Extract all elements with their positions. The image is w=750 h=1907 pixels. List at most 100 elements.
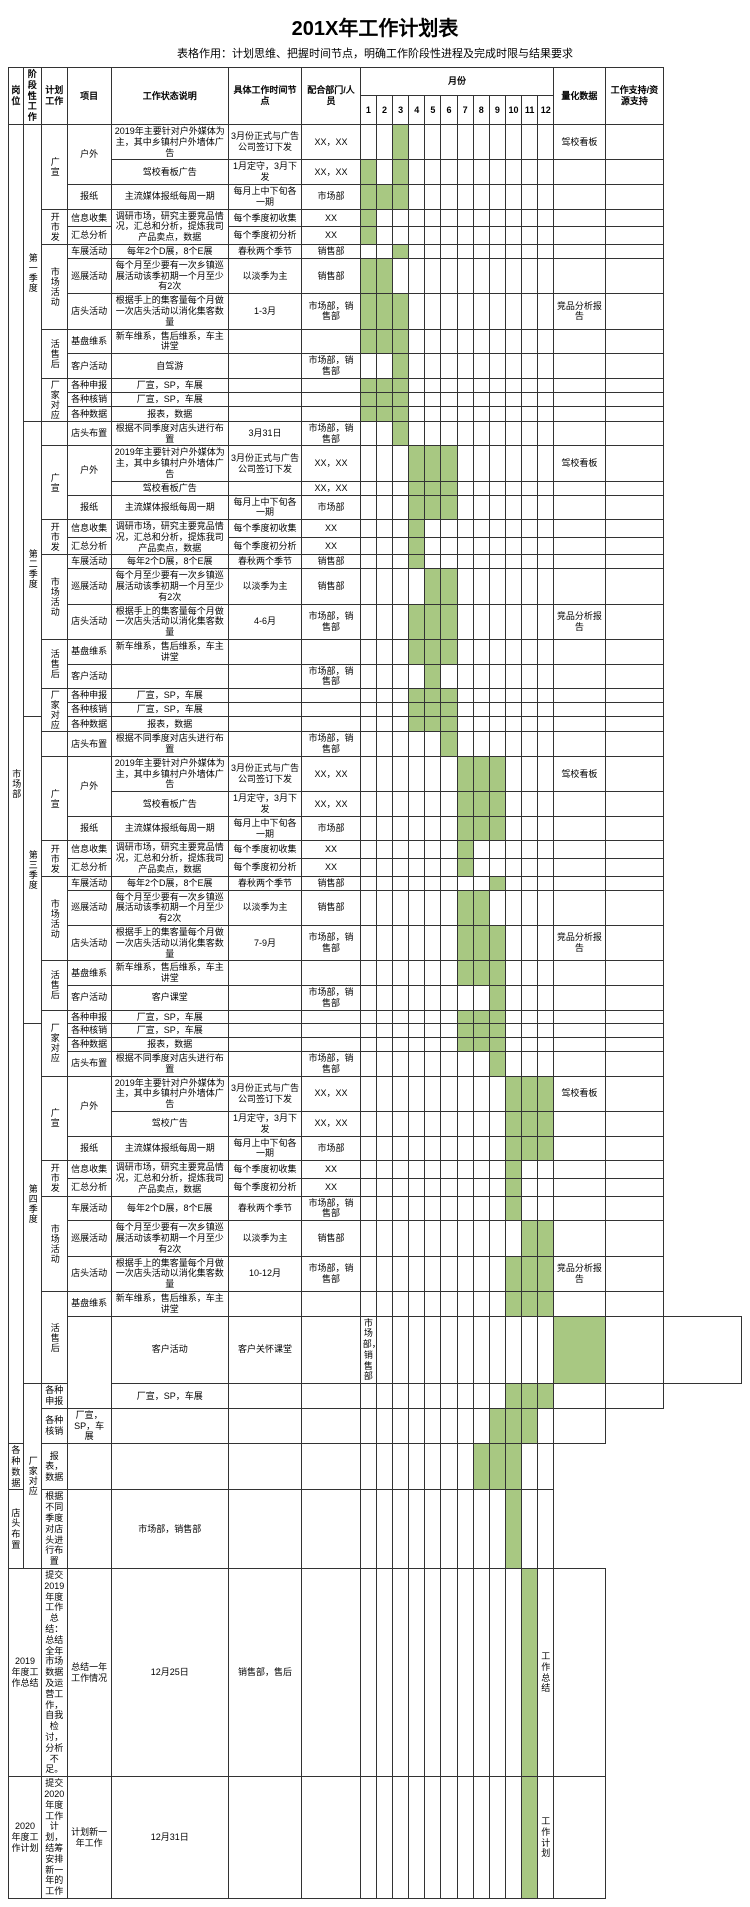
time-cell: 以淡季为主 <box>228 569 301 604</box>
plan-cell: 广宣 <box>41 1076 67 1161</box>
table-row: 客户活动 客户关怀课堂 市场部，销售部 <box>9 1316 742 1384</box>
proj-cell: 客户活动 <box>67 354 111 379</box>
table-row: 报纸 主流媒体报纸每周一期 每月上中下旬各一期 市场部 <box>9 495 742 520</box>
desc-cell: 报表，数据 <box>41 1444 67 1490</box>
proj-cell: 店头活动 <box>67 926 111 961</box>
plan-cell: 开市发 <box>41 841 67 876</box>
page-title: 201X年工作计划表 <box>8 12 742 41</box>
proj-cell: 店头布置 <box>67 1051 111 1076</box>
proj-cell: 各种核销 <box>67 1024 111 1038</box>
th-desc: 工作状态说明 <box>111 68 228 125</box>
th-m12: 12 <box>538 96 554 125</box>
quant-cell: 驾校看板 <box>554 446 605 481</box>
desc-cell: 根据手上的集客量每个月做一次店头活动以消化集客数量 <box>111 1256 228 1291</box>
th-m7: 7 <box>457 96 473 125</box>
proj-cell: 信息收集 <box>67 841 111 859</box>
time-cell: 7-9月 <box>228 926 301 961</box>
desc-cell: 每年2个D展，8个E展 <box>111 876 228 890</box>
proj-cell: 巡展活动 <box>67 258 111 293</box>
time-cell: 1月定守，3月下发 <box>228 1111 301 1136</box>
time-cell: 每月上中下旬各一期 <box>228 495 301 520</box>
time-cell: 以淡季为主 <box>228 258 301 293</box>
proj-cell: 车展活动 <box>67 1196 111 1221</box>
plan-cell: 广宣 <box>41 756 67 841</box>
proj-cell: 店头布置 <box>9 1490 24 1569</box>
desc-cell: 主流媒体报纸每周一期 <box>111 495 228 520</box>
quant-cell: 工作总结 <box>538 1569 554 1777</box>
table-row: 厂家对应 各种申报 厂宣，SP，车展 <box>9 1384 742 1409</box>
dept-cell: 市场部，销售部 <box>302 294 361 329</box>
table-row: 厂家对应 各种申报 厂宣，SP，车展 <box>9 1010 742 1024</box>
th-month: 月份 <box>360 68 554 96</box>
th-m11: 11 <box>522 96 538 125</box>
desc-cell: 新车维系，售后维系，车主讲堂 <box>111 1291 228 1316</box>
proj-cell: 各种核销 <box>67 703 111 717</box>
table-row: 报纸 主流媒体报纸每周一期 每月上中下旬各一期 市场部 <box>9 1136 742 1161</box>
proj-cell: 各种申报 <box>67 378 111 392</box>
table-row: 第三季度 各种数据 报表，数据 <box>9 716 742 731</box>
desc-cell: 每年2个D展，8个E展 <box>111 555 228 569</box>
desc-cell: 主流媒体报纸每周一期 <box>111 184 228 209</box>
plan-cell: 厂家对应 <box>41 378 67 421</box>
time-cell: 1月定守，3月下发 <box>228 160 301 185</box>
desc-cell: 提交2019年度工作总结：总结全年市场数据及运营工作，自我检讨，分析不足。 <box>41 1569 67 1777</box>
time-cell: 1月定守，3月下发 <box>228 792 301 817</box>
table-row: 厂家对应 各种申报 厂宣，SP，车展 <box>9 689 742 703</box>
table-row: 报纸 主流媒体报纸每周一期 每月上中下旬各一期 市场部 <box>9 184 742 209</box>
proj-cell: 巡展活动 <box>67 1221 111 1256</box>
time-cell: 12月31日 <box>111 1777 228 1899</box>
dept-cell: XX，XX <box>302 792 361 817</box>
proj-cell: 各种数据 <box>67 407 111 421</box>
desc-cell: 2019年主要针对户外媒体为主，其中乡镇村户外墙体广告 <box>111 1076 228 1111</box>
proj-cell: 店头活动 <box>67 604 111 639</box>
proj-cell: 汇总分析 <box>67 227 111 245</box>
time-cell: 1-3月 <box>228 294 301 329</box>
desc-cell: 根据不同季度对店头进行布置 <box>111 421 228 446</box>
th-dept: 配合部门/人员 <box>302 68 361 125</box>
time-cell: 3月31日 <box>228 421 301 446</box>
dept-cell: 市场部，销售部 <box>111 1490 228 1569</box>
dept-cell: XX <box>302 1161 361 1179</box>
time-cell: 3月份正式与广告公司签订下发 <box>228 124 301 159</box>
dept-cell: 市场部，销售部 <box>302 421 361 446</box>
dept-cell: 市场部 <box>302 1136 361 1161</box>
plan-cell: 开市发 <box>41 520 67 555</box>
proj-cell: 汇总分析 <box>67 859 111 877</box>
proj-cell: 报纸 <box>67 495 111 520</box>
desc-cell: 调研市场，研究主要竞品情况，汇总和分析，提炼我司产品卖点，数据 <box>111 841 228 876</box>
table-row: 广宣 户外 2019年主要针对户外媒体为主，其中乡镇村户外墙体广告 3月份正式与… <box>9 756 742 791</box>
table-row: 开市发 信息收集 调研市场，研究主要竞品情况，汇总和分析，提炼我司产品卖点，数据… <box>9 209 742 227</box>
th-m9: 9 <box>489 96 505 125</box>
desc-cell: 根据不同季度对店头进行布置 <box>111 1051 228 1076</box>
table-row: 店头活动 根据手上的集客量每个月做一次店头活动以消化集客数量 1-3月 市场部，… <box>9 294 742 329</box>
plan-cell: 市场活动 <box>41 1196 67 1291</box>
quant-cell: 竞品分析报告 <box>554 604 605 639</box>
time-cell: 以淡季为主 <box>228 1221 301 1256</box>
table-row: 开市发 信息收集 调研市场，研究主要竞品情况，汇总和分析，提炼我司产品卖点，数据… <box>9 1161 742 1179</box>
desc-cell: 厂宣，SP，车展 <box>111 1010 228 1024</box>
table-row: 市场部 第一季度 广宣 户外 2019年主要针对户外媒体为主，其中乡镇村户外墙体… <box>9 124 742 159</box>
dept-cell: XX，XX <box>302 124 361 159</box>
proj-cell: 户外 <box>67 756 111 816</box>
proj-cell: 汇总分析 <box>67 1178 111 1196</box>
desc-cell: 每年2个D展，8个E展 <box>111 244 228 258</box>
desc-cell: 驾校看板广告 <box>111 792 228 817</box>
dept-cell: XX <box>302 537 361 555</box>
dept-cell: XX，XX <box>302 160 361 185</box>
time-cell: 3月份正式与广告公司签订下发 <box>228 1076 301 1111</box>
table-row: 店头布置 根据不同季度对店头进行布置 市场部，销售部 <box>9 1051 742 1076</box>
desc-cell: 根据手上的集客量每个月做一次店头活动以消化集客数量 <box>111 604 228 639</box>
desc-cell: 主流媒体报纸每周一期 <box>111 816 228 841</box>
proj-cell: 各种核销 <box>67 393 111 407</box>
table-row: 各种数据 报表，数据 <box>9 407 742 421</box>
table-row: 各种核销 厂宣，SP，车展 <box>9 1408 742 1443</box>
desc-cell: 厂宣，SP，车展 <box>67 1408 111 1443</box>
proj-cell: 店头布置 <box>67 421 111 446</box>
time-cell: 春秋两个季节 <box>228 555 301 569</box>
desc-cell: 报表，数据 <box>111 407 228 421</box>
desc-cell: 驾校广告 <box>111 1111 228 1136</box>
th-plan: 计划工作 <box>41 68 67 125</box>
table-row: 市场活动 车展活动 每年2个D展，8个E展 春秋两个季节 市场部，销售部 <box>9 1196 742 1221</box>
proj-cell: 客户活动 <box>67 664 111 689</box>
th-m5: 5 <box>425 96 441 125</box>
